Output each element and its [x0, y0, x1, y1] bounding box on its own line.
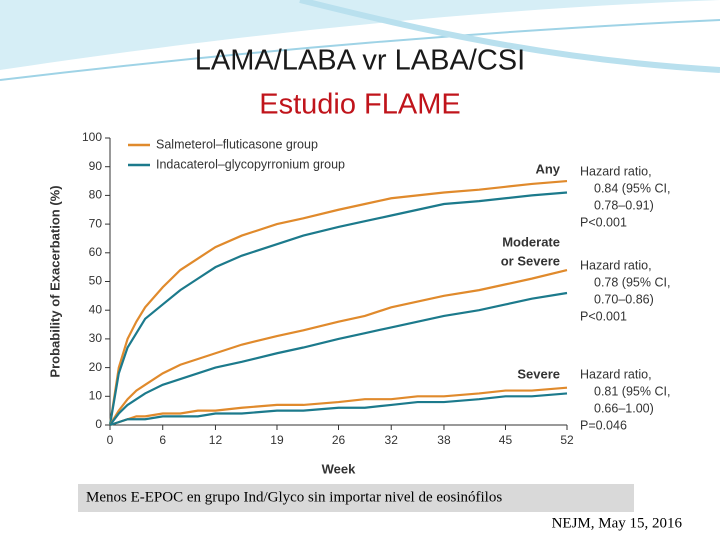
x-tick-label: 19	[270, 433, 284, 447]
x-axis-label: Week	[322, 461, 356, 476]
y-tick-label: 20	[89, 360, 103, 374]
x-tick-label: 26	[332, 433, 346, 447]
hazard-stat: Hazard ratio,	[580, 164, 652, 178]
hazard-stat: 0.70–0.86)	[594, 292, 654, 306]
hazard-stat: P<0.001	[580, 215, 627, 229]
curve-label: Any	[535, 161, 560, 176]
hazard-stat: Hazard ratio,	[580, 367, 652, 381]
y-tick-label: 90	[89, 159, 103, 173]
decor	[0, 0, 720, 70]
note-box	[78, 484, 634, 512]
hazard-stat: 0.66–1.00)	[594, 401, 654, 415]
y-tick-label: 30	[89, 331, 103, 345]
y-tick-label: 70	[89, 216, 103, 230]
y-tick-label: 60	[89, 245, 103, 259]
chart: 0 10 20 30 40 50 60 70 80 90 100 0 6 12 19 26 32 38 45 52 We…	[47, 130, 670, 476]
hazard-stat: P<0.001	[580, 309, 627, 323]
hazard-stat: 0.84 (95% CI,	[594, 181, 670, 195]
y-tick-label: 80	[89, 188, 103, 202]
citation: NEJM, May 15, 2016	[552, 515, 683, 531]
x-tick-label: 6	[159, 433, 166, 447]
note: Menos E-EPOC en grupo Ind/Glyco sin impo…	[86, 489, 502, 505]
y-tick-label: 100	[82, 130, 102, 144]
line-series	[109, 291, 568, 426]
slide-subtitle: Estudio FLAME	[259, 89, 460, 121]
x-tick-label: 0	[107, 433, 114, 447]
y-tick-label: 40	[89, 302, 103, 316]
legend-label: Salmeterol–fluticasone group	[156, 137, 318, 151]
curve-label: Severe	[517, 366, 560, 381]
x-tick-label: 45	[499, 433, 513, 447]
slide-title: LAMA/LABA vr LABA/CSI	[195, 45, 525, 77]
curve-label: Moderate	[502, 234, 560, 249]
hazard-stat: 0.81 (95% CI,	[594, 384, 670, 398]
curve-label: or Severe	[501, 253, 560, 268]
line-series	[109, 392, 568, 427]
decor	[0, 19, 720, 81]
hazard-stat: 0.78 (95% CI,	[594, 275, 670, 289]
y-tick-label: 10	[89, 388, 103, 402]
hazard-stat: 0.78–0.91)	[594, 198, 654, 212]
hazard-stat: Hazard ratio,	[580, 258, 652, 272]
x-tick-label: 32	[385, 433, 399, 447]
y-tick-label: 0	[95, 417, 102, 431]
line-series	[108, 179, 568, 426]
chart-panel	[76, 128, 690, 480]
legend-label: Indacaterol–glycopyrronium group	[156, 157, 345, 171]
x-tick-label: 12	[209, 433, 223, 447]
line-series	[109, 386, 568, 427]
x-tick-label: 38	[437, 433, 451, 447]
hazard-stat: P=0.046	[580, 418, 627, 432]
y-axis-label: Probability of Exacerbation (%)	[47, 185, 62, 377]
y-tick-label: 50	[89, 274, 103, 288]
line-series	[108, 191, 568, 426]
x-tick-label: 52	[560, 433, 574, 447]
line-series	[109, 268, 568, 426]
decor	[299, 0, 720, 73]
